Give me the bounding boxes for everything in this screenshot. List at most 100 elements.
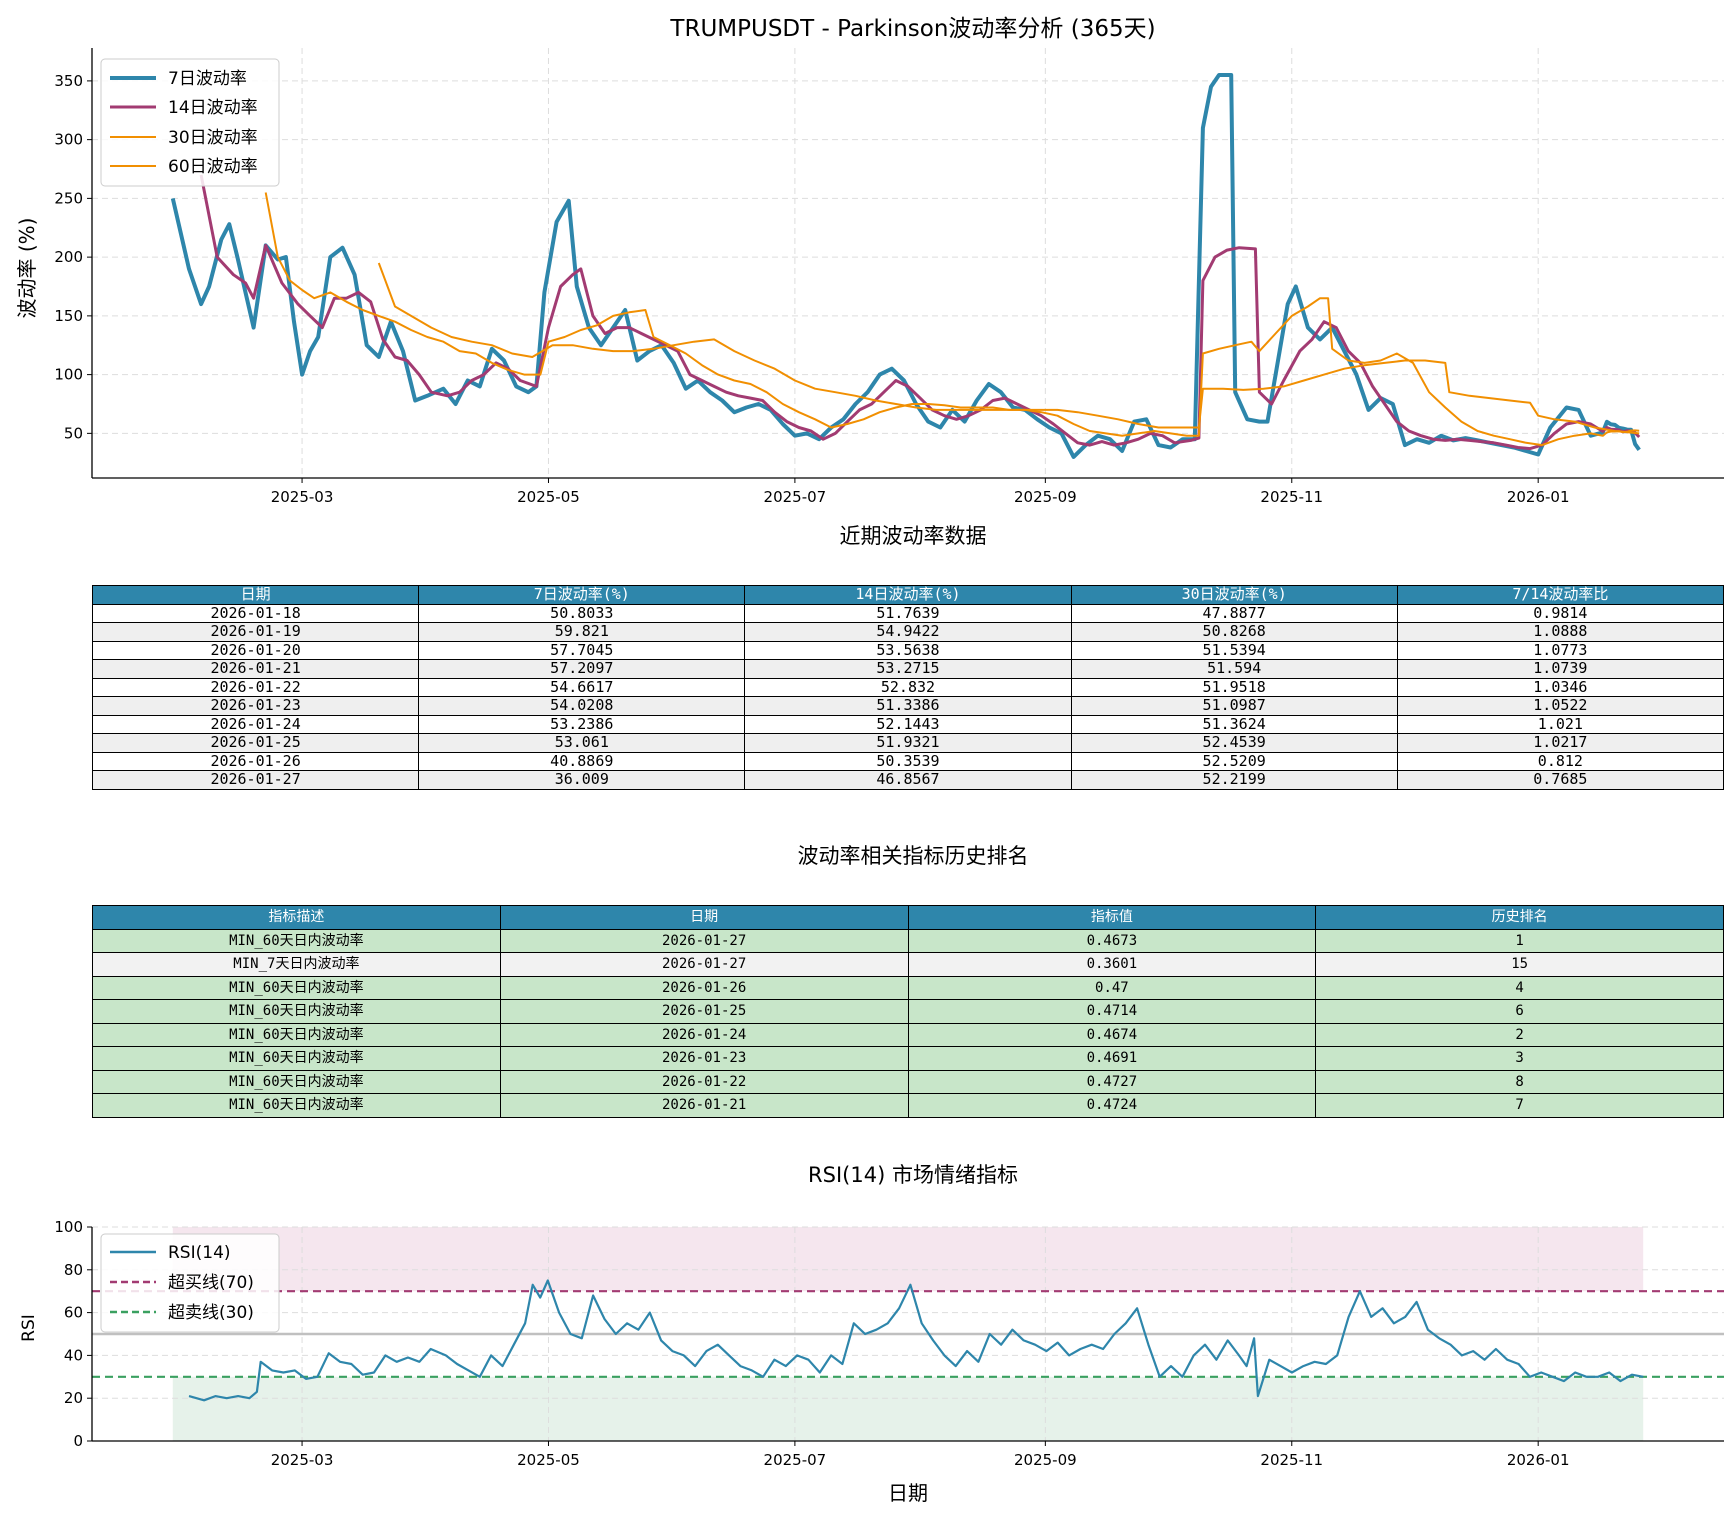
y-tick-label: 80 [64, 1261, 83, 1279]
x-tick-label: 2025-03 [271, 1451, 334, 1469]
table-row: 2026-01-19 59.821 54.9422 50.8268 1.0888 [91, 622, 1725, 642]
table-cell: MIN_60天日内波动率 [92, 928, 501, 953]
series-line [199, 174, 1641, 451]
table-cell: 1.0217 [1396, 733, 1725, 753]
table-row: MIN_60天日内波动率 2026-01-26 0.47 4 [92, 975, 1724, 1000]
table-row: MIN_7天日内波动率 2026-01-27 0.3601 15 [92, 952, 1724, 977]
table-row: MIN_60天日内波动率 2026-01-22 0.4727 8 [92, 1069, 1724, 1094]
table-header: 14日波动率(%) [744, 585, 1072, 605]
table-cell: 0.4691 [907, 1046, 1317, 1071]
table-row: MIN_60天日内波动率 2026-01-25 0.4714 6 [92, 999, 1724, 1024]
x-tick-label: 2026-01 [1507, 488, 1570, 506]
table-cell: MIN_60天日内波动率 [92, 1022, 501, 1047]
table-cell: 0.3601 [907, 952, 1317, 977]
vol-legend-label: 60日波动率 [168, 157, 258, 177]
table-cell: 0.812 [1396, 751, 1725, 771]
table-row: 2026-01-27 36.009 46.8567 52.2199 0.7685 [91, 770, 1725, 790]
x-tick-label: 2025-09 [1014, 1451, 1077, 1469]
table-cell: 51.5394 [1070, 640, 1398, 660]
table-cell: 53.5638 [744, 640, 1072, 660]
table-cell: 1 [1315, 928, 1724, 953]
table-row: MIN_60天日内波动率 2026-01-21 0.4724 7 [92, 1093, 1724, 1118]
x-tick-label: 2025-07 [764, 488, 827, 506]
table-cell: 51.9321 [744, 733, 1072, 753]
y-tick-label: 100 [54, 1218, 83, 1236]
table-header: 历史排名 [1315, 905, 1724, 930]
table-cell: 57.7045 [418, 640, 746, 660]
table-cell: 2026-01-23 [91, 696, 420, 716]
x-tick-label: 2025-03 [271, 488, 334, 506]
y-tick-label: 40 [64, 1346, 83, 1364]
table-cell: 51.9518 [1070, 677, 1398, 697]
table-header: 指标值 [907, 905, 1317, 930]
table-cell: 1.0739 [1396, 659, 1725, 679]
table-row: MIN_60天日内波动率 2026-01-23 0.4691 3 [92, 1046, 1724, 1071]
table-row: MIN_60天日内波动率 2026-01-27 0.4673 1 [92, 928, 1724, 953]
table-cell: 50.3539 [744, 751, 1072, 771]
table-cell: MIN_60天日内波动率 [92, 975, 501, 1000]
y-tick-label: 60 [64, 1304, 83, 1322]
table-cell: 50.8033 [418, 603, 746, 623]
table-cell: 2026-01-24 [91, 714, 420, 734]
x-tick-label: 2025-11 [1260, 1451, 1323, 1469]
y-tick-label: 100 [54, 366, 83, 384]
table-cell: 0.47 [907, 975, 1317, 1000]
series-line [264, 192, 1640, 447]
table-row: 2026-01-25 53.061 51.9321 52.4539 1.0217 [91, 733, 1725, 753]
recent-table-title: 近期波动率数据 [840, 524, 987, 548]
table-cell: MIN_60天日内波动率 [92, 999, 501, 1024]
table-header: 7/14波动率比 [1396, 585, 1725, 605]
table-cell: 15 [1315, 952, 1724, 977]
x-tick-label: 2025-11 [1260, 488, 1323, 506]
table-row: MIN_60天日内波动率 2026-01-24 0.4674 2 [92, 1022, 1724, 1047]
table-cell: 51.3386 [744, 696, 1072, 716]
table-cell: MIN_60天日内波动率 [92, 1069, 501, 1094]
table-row: 2026-01-22 54.6617 52.832 51.9518 1.0346 [91, 677, 1725, 697]
rsi-legend-label: 超买线(70) [168, 1273, 254, 1293]
y-tick-label: 150 [54, 307, 83, 325]
table-cell: 0.7685 [1396, 770, 1725, 790]
table-cell: 0.4673 [907, 928, 1317, 953]
rsi-y-axis-label: RSI [19, 1314, 39, 1342]
table-cell: 51.7639 [744, 603, 1072, 623]
table-header: 指标描述 [92, 905, 501, 930]
table-cell: 36.009 [418, 770, 746, 790]
table-cell: 2026-01-19 [91, 622, 420, 642]
table-cell: 52.832 [744, 677, 1072, 697]
table-cell: 51.3624 [1070, 714, 1398, 734]
table-cell: 2026-01-24 [499, 1022, 909, 1047]
table-cell: 2026-01-21 [499, 1093, 909, 1118]
table-cell: 2026-01-21 [91, 659, 420, 679]
table-cell: 53.061 [418, 733, 746, 753]
table-cell: 1.0888 [1396, 622, 1725, 642]
rsi-legend: RSI(14) 超买线(70) 超卖线(30) [100, 1233, 280, 1333]
y-tick-label: 200 [54, 248, 83, 266]
y-tick-label: 20 [64, 1389, 83, 1407]
table-cell: MIN_60天日内波动率 [92, 1093, 501, 1118]
table-cell: 52.2199 [1070, 770, 1398, 790]
table-cell: 2026-01-27 [91, 770, 420, 790]
table-cell: 0.4727 [907, 1069, 1317, 1094]
table-cell: 54.9422 [744, 622, 1072, 642]
y-tick-label: 350 [54, 72, 83, 90]
volatility-chart: 50 100 150 200 250 300 350 2025-03 2025-05 2025-0… [54, 48, 1724, 506]
x-tick-label: 2025-05 [517, 488, 580, 506]
table-cell: MIN_60天日内波动率 [92, 1046, 501, 1071]
table-cell: 2026-01-22 [499, 1069, 909, 1094]
vol-legend-label: 30日波动率 [168, 128, 258, 148]
table-cell: 2 [1315, 1022, 1724, 1047]
vol-legend-label: 7日波动率 [168, 69, 247, 89]
table-cell: 2026-01-27 [499, 928, 909, 953]
table-cell: 0.4724 [907, 1093, 1317, 1118]
table-header: 日期 [499, 905, 909, 930]
vol-legend-label: 14日波动率 [168, 98, 258, 118]
table-cell: 59.821 [418, 622, 746, 642]
table-cell: 4 [1315, 975, 1724, 1000]
table-cell: 57.2097 [418, 659, 746, 679]
overbought-zone [172, 1227, 1644, 1292]
table-cell: 2026-01-26 [499, 975, 909, 1000]
table-row: 2026-01-23 54.0208 51.3386 51.0987 1.0522 [91, 696, 1725, 716]
table-row: 2026-01-20 57.7045 53.5638 51.5394 1.0773 [91, 640, 1725, 660]
table-cell: 52.4539 [1070, 733, 1398, 753]
